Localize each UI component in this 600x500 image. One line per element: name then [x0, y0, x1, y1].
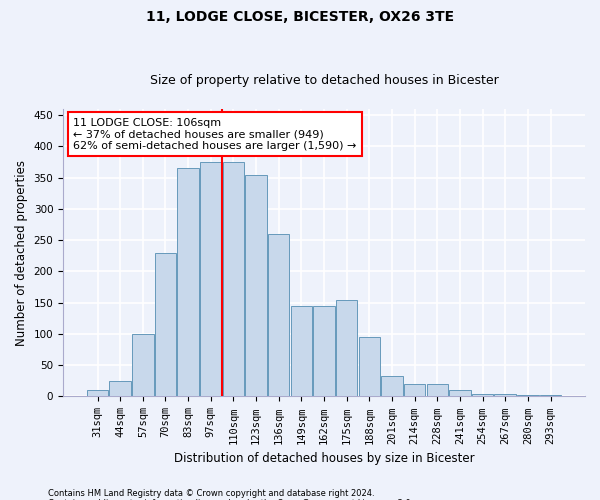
Bar	[449, 390, 470, 396]
Bar	[427, 384, 448, 396]
Bar	[472, 394, 493, 396]
Bar	[155, 252, 176, 396]
Text: Contains HM Land Registry data © Crown copyright and database right 2024.: Contains HM Land Registry data © Crown c…	[48, 488, 374, 498]
Bar	[200, 162, 221, 396]
Bar	[87, 390, 108, 396]
Bar	[404, 384, 425, 396]
Bar	[359, 337, 380, 396]
Bar	[245, 174, 267, 396]
Bar	[223, 162, 244, 396]
Bar	[290, 306, 312, 396]
Text: 11 LODGE CLOSE: 106sqm
← 37% of detached houses are smaller (949)
62% of semi-de: 11 LODGE CLOSE: 106sqm ← 37% of detached…	[73, 118, 357, 151]
Bar	[381, 376, 403, 396]
Bar	[132, 334, 154, 396]
Text: Contains public sector information licensed under the Open Government Licence v3: Contains public sector information licen…	[48, 498, 413, 500]
Title: Size of property relative to detached houses in Bicester: Size of property relative to detached ho…	[149, 74, 499, 87]
Bar	[517, 395, 539, 396]
Text: 11, LODGE CLOSE, BICESTER, OX26 3TE: 11, LODGE CLOSE, BICESTER, OX26 3TE	[146, 10, 454, 24]
Bar	[268, 234, 289, 396]
Y-axis label: Number of detached properties: Number of detached properties	[15, 160, 28, 346]
Bar	[178, 168, 199, 396]
Bar	[540, 395, 561, 396]
Bar	[494, 394, 516, 396]
Bar	[313, 306, 335, 396]
Bar	[336, 300, 358, 396]
X-axis label: Distribution of detached houses by size in Bicester: Distribution of detached houses by size …	[174, 452, 475, 465]
Bar	[109, 381, 131, 396]
